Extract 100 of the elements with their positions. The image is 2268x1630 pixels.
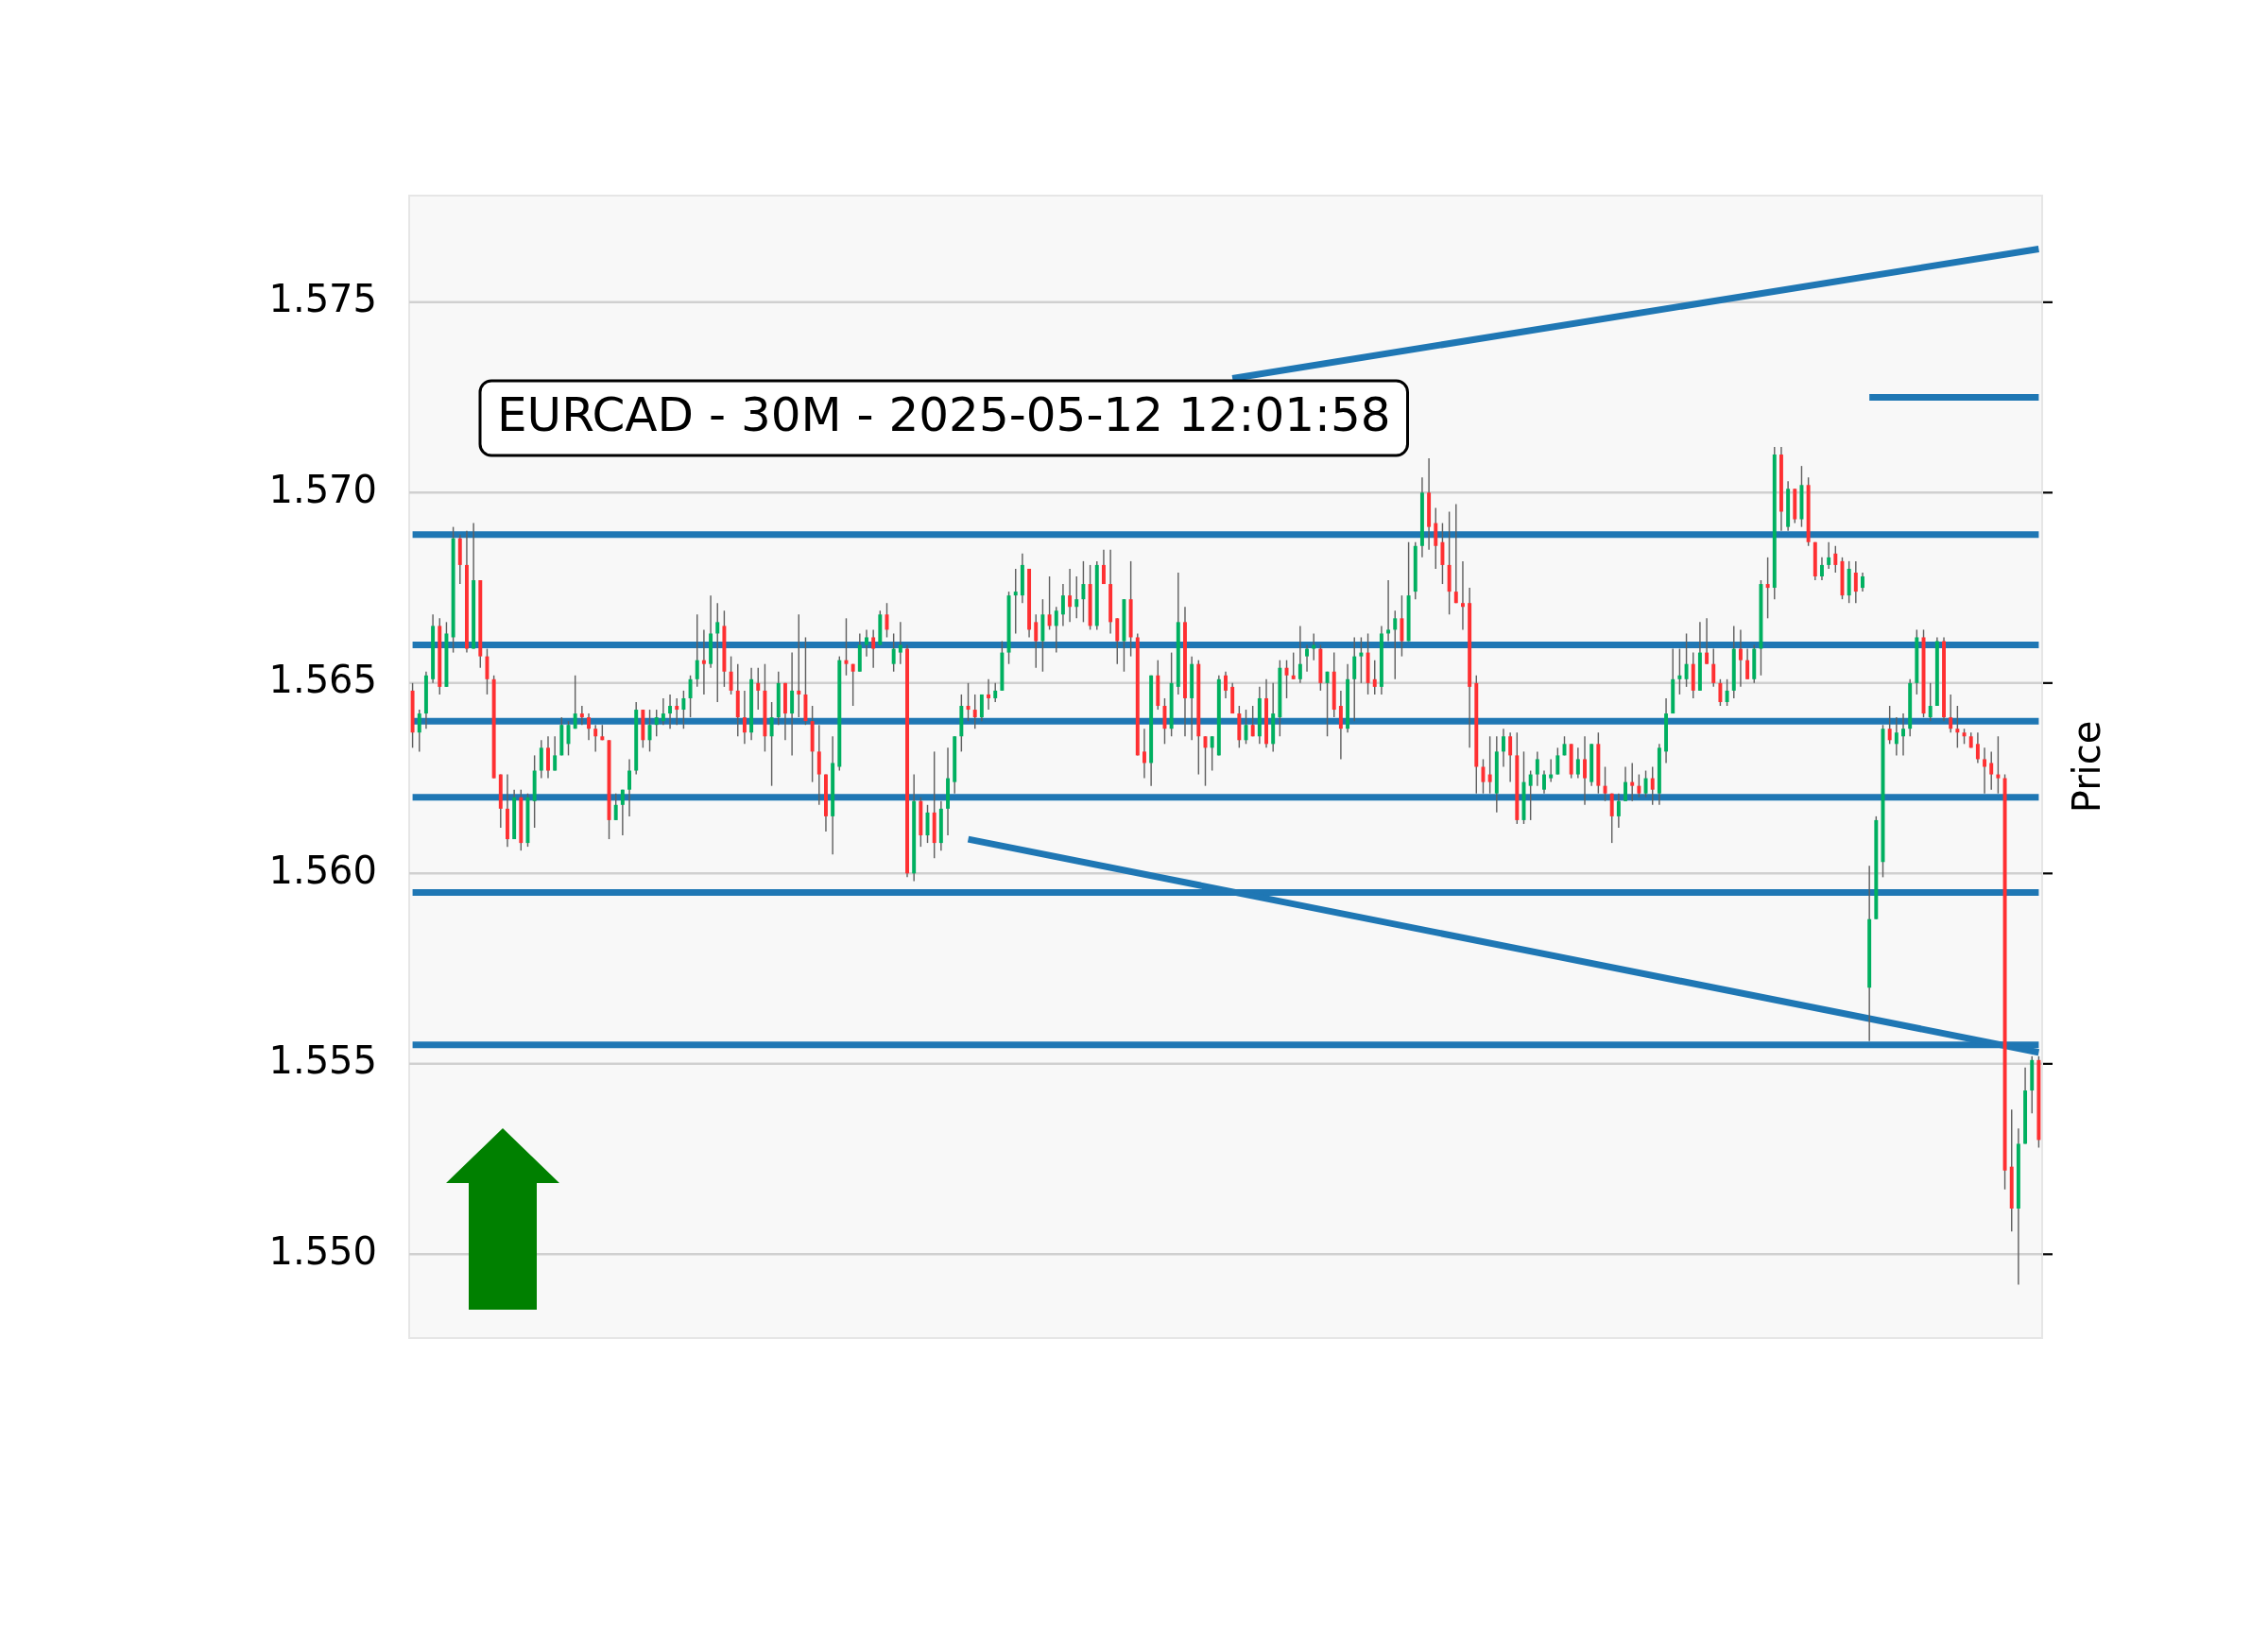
candlestick <box>871 628 876 669</box>
candlestick <box>1901 712 1905 757</box>
candlestick <box>1630 762 1635 802</box>
candlestick <box>865 628 868 658</box>
candlestick <box>1616 792 1621 829</box>
candlestick <box>695 613 699 688</box>
candlestick <box>1643 769 1648 798</box>
candlestick <box>1989 750 1994 791</box>
candlestick <box>675 697 679 726</box>
candlestick <box>654 709 659 737</box>
candlestick <box>1210 735 1214 772</box>
candlestick <box>1372 659 1377 695</box>
candlestick <box>1013 568 1018 635</box>
candlestick <box>769 701 774 787</box>
candlestick <box>1624 765 1628 802</box>
candlestick <box>966 682 971 722</box>
candlestick <box>1250 705 1255 737</box>
candlestick <box>850 662 855 707</box>
candlestick <box>1983 746 1987 795</box>
candlestick <box>1528 769 1533 821</box>
candlestick <box>681 690 686 729</box>
candlestick <box>1949 694 1953 733</box>
candlestick <box>1861 572 1864 592</box>
y-tick-label: 1.550 <box>268 1228 377 1273</box>
candlestick <box>742 690 747 746</box>
candlestick <box>1487 735 1492 795</box>
candlestick <box>701 628 706 695</box>
candlestick <box>1575 746 1580 780</box>
candlestick <box>1765 557 1770 620</box>
candlestick <box>1820 557 1824 581</box>
candlestick <box>987 678 991 711</box>
candlestick <box>715 602 720 703</box>
candlestick <box>688 675 693 718</box>
candlestick <box>1386 579 1391 643</box>
candlestick <box>1224 671 1228 699</box>
candlestick <box>1460 560 1465 631</box>
candlestick <box>1074 575 1079 620</box>
candlestick <box>1827 541 1831 570</box>
candlestick <box>1535 750 1539 787</box>
candlestick <box>417 709 421 753</box>
candlestick <box>1738 628 1743 688</box>
candlestick <box>1637 773 1641 798</box>
y-axis-title: Price <box>2065 720 2109 814</box>
y-tick-label: 1.570 <box>268 467 377 511</box>
candlestick <box>756 667 761 711</box>
candlestick <box>1684 632 1689 688</box>
candlestick <box>797 613 801 718</box>
candlestick <box>993 682 998 703</box>
candlestick <box>1142 728 1146 780</box>
candlestick <box>1975 731 1980 764</box>
candlestick <box>891 632 896 673</box>
candlestick <box>1297 625 1302 684</box>
y-tick-label: 1.575 <box>268 277 377 321</box>
candlestick <box>587 712 591 742</box>
candlestick <box>1894 716 1899 757</box>
candlestick <box>1955 705 1960 749</box>
candlestick <box>1305 643 1310 673</box>
candlestick <box>1081 560 1086 624</box>
candlestick <box>620 788 625 836</box>
candlestick <box>1054 606 1058 654</box>
candlestick <box>1068 568 1073 624</box>
candlestick <box>1583 735 1587 806</box>
candlestick <box>553 735 558 772</box>
candlestick <box>1677 647 1682 695</box>
candlestick <box>1887 705 1892 746</box>
candlestick <box>1481 758 1486 795</box>
candlestick <box>1711 647 1716 688</box>
candlestick <box>1502 728 1505 768</box>
y-tick-label: 1.560 <box>268 848 377 892</box>
candlestick <box>593 724 598 753</box>
candlestick <box>729 655 733 695</box>
candlestick <box>1650 765 1655 806</box>
candlestick <box>1996 735 2001 795</box>
candlestick <box>1833 545 1838 574</box>
candlestick <box>1034 613 1039 669</box>
candlestick <box>1284 659 1289 699</box>
candlestick <box>1542 769 1546 795</box>
candlestick <box>1047 575 1052 631</box>
candlestick <box>661 697 665 726</box>
candlestick <box>1291 651 1296 680</box>
candlestick <box>1508 731 1513 783</box>
candlestick <box>613 792 618 821</box>
candlestick <box>1745 647 1750 680</box>
candlestick <box>1928 682 1933 722</box>
candlestick <box>668 694 673 729</box>
candlestick <box>1393 609 1398 680</box>
candlestick <box>1725 678 1729 707</box>
y-tick-label: 1.555 <box>268 1038 377 1083</box>
candlestick <box>1853 560 1858 604</box>
text: EURCAD - 30M - 2025-05-12 12:01:58 <box>497 387 1391 443</box>
candlestick <box>573 675 577 729</box>
candlestick <box>1101 549 1106 585</box>
candlestick <box>898 621 902 665</box>
candlestick <box>1359 636 1364 684</box>
candlestick <box>627 758 631 817</box>
candlestick <box>1705 617 1710 665</box>
candlestick <box>1453 503 1458 604</box>
candlestick <box>1555 746 1560 776</box>
candlestick <box>579 705 584 726</box>
candlestick <box>972 694 977 729</box>
